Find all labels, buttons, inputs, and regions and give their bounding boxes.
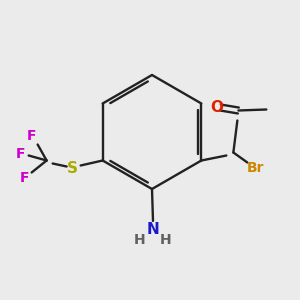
Text: F: F	[20, 172, 29, 185]
Text: H: H	[160, 233, 172, 247]
Text: N: N	[147, 221, 159, 236]
Text: F: F	[16, 148, 26, 161]
Text: Br: Br	[247, 160, 264, 175]
Text: S: S	[67, 161, 78, 176]
Text: H: H	[134, 233, 146, 247]
Text: F: F	[27, 130, 36, 143]
Text: O: O	[210, 100, 223, 115]
